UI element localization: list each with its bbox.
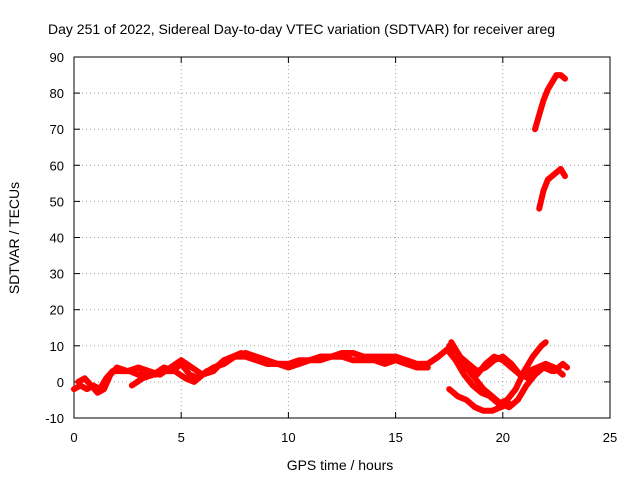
- x-tick-label: 15: [388, 430, 402, 445]
- y-tick-label: 60: [50, 158, 64, 173]
- y-tick-label: 10: [50, 339, 64, 354]
- y-tick-label: 80: [50, 86, 64, 101]
- chart-title: Day 251 of 2022, Sidereal Day-to-day VTE…: [48, 21, 555, 37]
- y-tick-label: 20: [50, 303, 64, 318]
- y-tick-label: 50: [50, 194, 64, 209]
- x-tick-label: 5: [178, 430, 185, 445]
- series-layer: [71, 72, 571, 414]
- x-tick-label: 10: [281, 430, 295, 445]
- series-line-9: [551, 360, 571, 375]
- series-line-11: [536, 165, 568, 212]
- y-tick-label: 30: [50, 267, 64, 282]
- y-tick-label: -10: [45, 411, 64, 426]
- y-tick-label: 90: [50, 50, 64, 65]
- axis-ticks: 0 5 10 15 20 25 -10 0 10 20 30 40 50 60 70 80 90: [45, 50, 617, 445]
- x-tick-label: 20: [496, 430, 510, 445]
- series-line-10: [532, 72, 568, 133]
- series-line-7: [446, 386, 513, 414]
- x-axis-label: GPS time / hours: [287, 457, 394, 473]
- y-tick-label: 0: [57, 375, 64, 390]
- y-tick-label: 40: [50, 231, 64, 246]
- series-line-8: [474, 353, 558, 378]
- y-tick-label: 70: [50, 122, 64, 137]
- x-tick-label: 0: [70, 430, 77, 445]
- grid: [74, 57, 610, 418]
- x-tick-label: 25: [603, 430, 617, 445]
- y-axis-label: SDTVAR / TECUs: [6, 182, 22, 294]
- series-line-3: [128, 353, 431, 389]
